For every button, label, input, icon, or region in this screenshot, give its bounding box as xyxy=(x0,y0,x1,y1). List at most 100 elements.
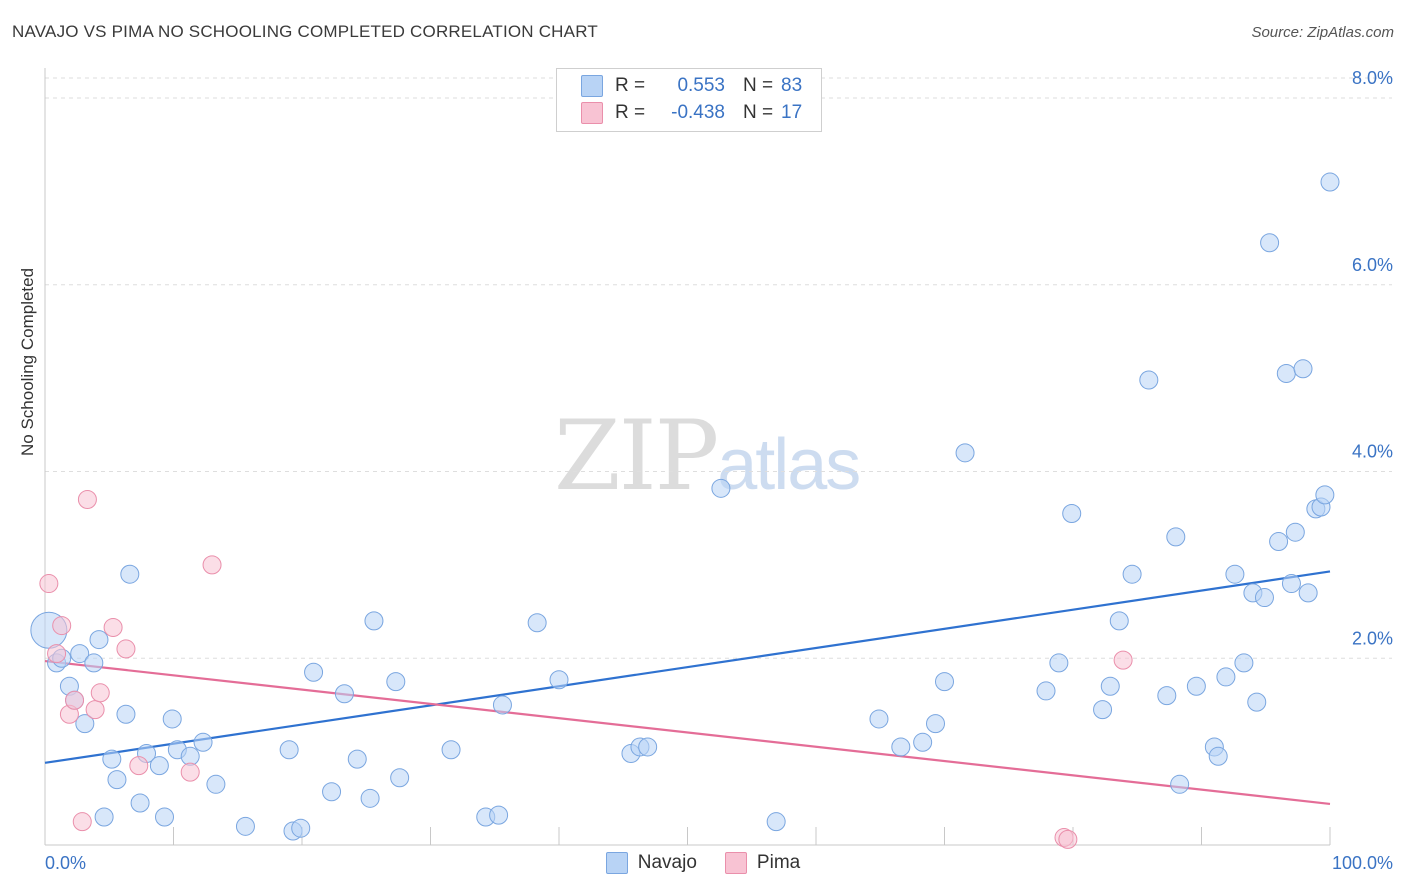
navajo-point xyxy=(1281,574,1301,594)
legend-navajo-label: Navajo xyxy=(637,852,697,873)
navajo-point xyxy=(1049,653,1069,673)
navajo-swatch xyxy=(605,852,628,874)
navajo-point xyxy=(364,611,384,631)
axes xyxy=(44,68,1331,846)
navajo-point xyxy=(1122,564,1142,584)
pima-point xyxy=(103,617,123,637)
navajo-point xyxy=(955,443,975,463)
navajo-point xyxy=(1036,681,1056,701)
navajo-point xyxy=(441,740,461,760)
navajo-point xyxy=(116,704,136,724)
navajo-swatch xyxy=(581,75,603,97)
navajo-point xyxy=(162,709,182,729)
pima-point xyxy=(52,616,72,636)
navajo-point xyxy=(120,564,140,584)
pima-point xyxy=(1058,829,1078,849)
navajo-point xyxy=(1170,774,1190,794)
navajo-point xyxy=(891,737,911,757)
pima-point xyxy=(129,756,149,776)
pima-trend-line xyxy=(44,659,1331,806)
navajo-point xyxy=(711,478,731,498)
navajo-point xyxy=(291,818,311,838)
pima-point xyxy=(90,683,110,703)
navajo-point xyxy=(386,672,406,692)
navajo-point xyxy=(1186,676,1206,696)
navajo-point xyxy=(1269,532,1289,552)
series-legend: Navajo Pima xyxy=(0,852,1406,874)
navajo-point xyxy=(102,749,122,769)
navajo-point xyxy=(1109,611,1129,631)
navajo-point xyxy=(1139,370,1159,390)
navajo-point xyxy=(155,807,175,827)
navajo-point xyxy=(1157,686,1177,706)
pima-point xyxy=(180,762,200,782)
navajo-point xyxy=(1216,667,1236,687)
navajo-point xyxy=(149,756,169,776)
navajo-point xyxy=(1208,746,1228,766)
pima-swatch xyxy=(581,102,603,124)
navajo-point xyxy=(89,630,109,650)
navajo-point xyxy=(1225,564,1245,584)
navajo-point xyxy=(84,653,104,673)
legend-item-navajo[interactable]: Navajo xyxy=(605,852,697,874)
navajo-point xyxy=(1320,172,1340,192)
navajo-trend-line xyxy=(44,570,1331,764)
navajo-point xyxy=(130,793,150,813)
navajo-point xyxy=(193,732,213,752)
navajo-point xyxy=(489,805,509,825)
navajo-point xyxy=(1234,653,1254,673)
navajo-point xyxy=(1260,233,1280,253)
navajo-point xyxy=(334,684,354,704)
navajo-point xyxy=(304,662,324,682)
pima-point xyxy=(77,490,97,510)
legend-row-navajo: R = 0.553 N = 83 xyxy=(581,73,802,99)
trend-lines xyxy=(44,570,1331,806)
r-label: R = xyxy=(615,102,646,123)
y-tick-label: 2.0% xyxy=(1352,628,1393,648)
pima-r-value: -0.438 xyxy=(671,102,725,123)
watermark: ZIPatlas xyxy=(554,400,861,512)
navajo-point xyxy=(1293,359,1313,379)
navajo-point xyxy=(549,670,569,690)
navajo-point xyxy=(926,714,946,734)
navajo-n-value: 83 xyxy=(781,75,803,96)
navajo-point xyxy=(347,749,367,769)
pima-point xyxy=(1113,650,1133,670)
navajo-point xyxy=(935,672,954,692)
source-label: Source: ZipAtlas.com xyxy=(1251,24,1394,41)
navajo-point xyxy=(1100,676,1120,696)
navajo-r-value: 0.553 xyxy=(677,75,725,96)
navajo-point xyxy=(1285,522,1305,542)
navajo-point xyxy=(1247,692,1267,712)
y-axis-label: No Schooling Completed xyxy=(18,267,37,456)
r-label: R = xyxy=(615,75,646,96)
y-tick-label: 4.0% xyxy=(1352,442,1393,462)
navajo-point xyxy=(206,774,226,794)
navajo-point xyxy=(1062,504,1082,524)
pima-n-value: 17 xyxy=(781,102,803,123)
navajo-point xyxy=(322,782,342,802)
navajo-point xyxy=(279,740,299,760)
y-tick-label: 6.0% xyxy=(1352,255,1393,275)
navajo-point xyxy=(492,695,512,715)
pima-point xyxy=(116,639,136,659)
navajo-point xyxy=(638,737,658,757)
correlation-legend: R = 0.553 N = 83 R = -0.438 N = 17 xyxy=(556,68,822,132)
navajo-point xyxy=(1166,527,1186,547)
pima-point xyxy=(39,574,59,594)
watermark-atlas: atlas xyxy=(717,425,861,505)
navajo-point xyxy=(1276,363,1296,383)
chart-title: NAVAJO VS PIMA NO SCHOOLING COMPLETED CO… xyxy=(12,22,598,41)
legend-pima-label: Pima xyxy=(756,852,801,873)
y-tick-label: 8.0% xyxy=(1352,68,1393,88)
navajo-point xyxy=(766,812,786,832)
navajo-point xyxy=(390,768,410,788)
legend-item-pima[interactable]: Pima xyxy=(724,852,801,874)
navajo-point xyxy=(869,709,889,729)
navajo-point xyxy=(527,613,547,633)
navajo-point xyxy=(913,732,933,752)
pima-point xyxy=(85,700,105,720)
navajo-point xyxy=(1254,588,1274,608)
grid-lines xyxy=(45,77,1392,659)
